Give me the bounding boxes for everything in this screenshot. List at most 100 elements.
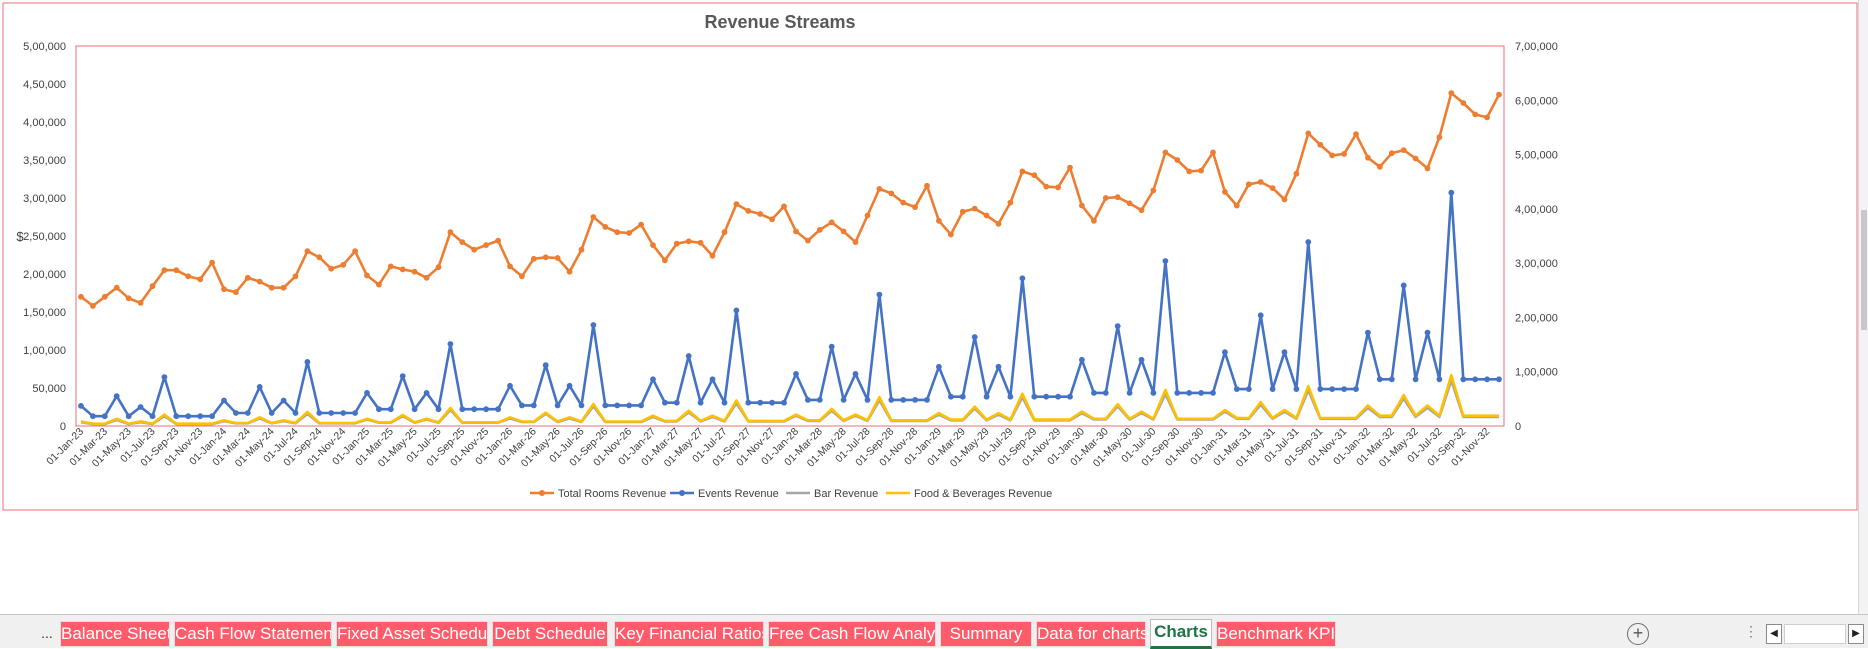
events-revenue-point (101, 413, 108, 420)
events-revenue-point (1472, 376, 1479, 383)
total-rooms-revenue-point (1365, 154, 1371, 161)
y-tick-label: 1,00,000 (23, 345, 66, 357)
total-rooms-revenue-point (1412, 155, 1419, 162)
events-revenue-point (387, 406, 394, 413)
y-tick-label: 2,00,000 (23, 269, 66, 281)
y2-tick-label: 3,00,000 (1515, 258, 1558, 270)
sheet-tab-cash-flow-statement[interactable]: Cash Flow Statement (174, 621, 332, 647)
total-rooms-revenue-point (1293, 170, 1300, 177)
events-revenue-point (542, 362, 549, 369)
total-rooms-revenue-point (1007, 199, 1014, 206)
total-rooms-revenue-point (995, 220, 1002, 227)
total-rooms-revenue-point (244, 274, 251, 281)
total-rooms-revenue-point (483, 242, 489, 249)
total-rooms-revenue-point (1341, 151, 1347, 157)
total-rooms-revenue-point (1245, 181, 1252, 188)
sheet-tab-balance-sheet[interactable]: Balance Sheet (60, 621, 170, 647)
scrollbar-track[interactable] (1784, 624, 1846, 644)
events-revenue-point (566, 382, 573, 389)
total-rooms-revenue-point (673, 240, 680, 247)
events-revenue-point (864, 397, 871, 403)
total-rooms-revenue-point (268, 284, 275, 291)
total-rooms-revenue-point (1031, 172, 1038, 179)
total-rooms-revenue-point (566, 268, 573, 275)
y-tick-label: 50,000 (32, 383, 66, 395)
events-revenue-point (1233, 386, 1240, 392)
events-revenue-point (578, 402, 585, 409)
total-rooms-revenue-point (709, 252, 716, 259)
chart-area[interactable]: Revenue Streams $ 0 50,000 1,00,000 1,50,00… (0, 0, 1868, 614)
total-rooms-revenue-point (1091, 217, 1097, 224)
tab-splitter-handle[interactable]: ⋮ (1744, 623, 1758, 639)
events-revenue-point (936, 363, 942, 370)
events-revenue-point (662, 399, 668, 406)
events-revenue-point (1150, 390, 1157, 396)
sheet-tab-summary[interactable]: Summary (940, 621, 1032, 647)
events-revenue-point (399, 373, 406, 379)
total-rooms-revenue-point (1186, 168, 1193, 175)
plot-area-border (75, 45, 1505, 427)
y-tick-label: 2,50,000 (23, 231, 66, 243)
events-revenue-point (1019, 275, 1026, 282)
events-revenue-point (1079, 356, 1085, 363)
total-rooms-revenue-point (399, 266, 406, 273)
total-rooms-revenue-point (1174, 157, 1181, 163)
events-revenue-point (507, 382, 513, 389)
events-revenue-point (233, 410, 239, 416)
sheet-tab-free-cash-flow-analysis[interactable]: Free Cash Flow Analysis (768, 621, 936, 647)
total-rooms-revenue-point (328, 265, 335, 272)
total-rooms-revenue-point (650, 242, 656, 249)
total-rooms-revenue-point (1138, 207, 1145, 214)
scroll-right-arrow-icon[interactable]: ▶ (1848, 624, 1864, 644)
total-rooms-revenue-point (1388, 150, 1395, 157)
revenue-streams-chart[interactable]: Revenue Streams $ 0 50,000 1,00,000 1,50,00… (0, 0, 1858, 614)
sheet-tab-charts[interactable]: Charts (1150, 619, 1212, 649)
total-rooms-revenue-point (1436, 134, 1443, 141)
sheet-tab-debt-schedule[interactable]: Debt Schedule (492, 621, 608, 647)
food-beverages-revenue-line (80, 373, 1499, 426)
total-rooms-revenue-point (1150, 187, 1157, 194)
sheet-tab-benchmark-kpis[interactable]: Benchmark KPIs (1216, 621, 1336, 647)
sheet-tab-fixed-asset-schedule[interactable]: Fixed Asset Schedule (336, 621, 488, 647)
events-revenue-point (721, 399, 728, 406)
total-rooms-revenue-point (1424, 165, 1431, 172)
total-rooms-revenue-point (209, 259, 216, 266)
total-rooms-revenue-point (1281, 196, 1288, 203)
tab-overflow-dots[interactable]: ... (41, 625, 53, 641)
legend-label: Food & Beverages Revenue (914, 488, 1052, 500)
total-rooms-revenue-point (888, 190, 895, 197)
events-revenue-point (1293, 386, 1300, 392)
events-revenue-point (1257, 312, 1264, 319)
chart-title: Revenue Streams (704, 12, 855, 32)
total-rooms-revenue-point (471, 246, 478, 253)
events-revenue-point (1162, 258, 1169, 264)
events-revenue-point (483, 406, 489, 413)
total-rooms-revenue-point (1472, 111, 1479, 118)
sheet-tab-bar: ... Balance Sheet Cash Flow Statement Fixe… (0, 614, 1868, 649)
horizontal-scrollbar[interactable]: ◀ ▶ (1766, 624, 1866, 644)
events-revenue-point (924, 397, 930, 403)
total-rooms-revenue-point (900, 199, 907, 206)
total-rooms-revenue-point (1079, 202, 1085, 209)
sheet-tab-data-for-charts[interactable]: Data for charts (1036, 621, 1146, 647)
total-rooms-revenue-point (221, 286, 227, 293)
scrollbar-thumb[interactable] (1861, 210, 1867, 330)
total-rooms-revenue-point (185, 273, 192, 280)
events-revenue-point (1186, 390, 1193, 396)
events-revenue-point (328, 410, 335, 416)
sheet-tab-key-financial-ratios[interactable]: Key Financial Ratios (614, 621, 764, 647)
add-sheet-button[interactable]: + (1627, 623, 1649, 645)
events-revenue-point (1424, 329, 1431, 336)
events-revenue-point (805, 397, 811, 403)
events-revenue-point (268, 410, 275, 416)
events-revenue-point (209, 413, 216, 420)
events-revenue-point (352, 410, 358, 416)
total-rooms-revenue-point (590, 214, 597, 220)
vertical-scrollbar[interactable] (1858, 0, 1868, 614)
total-rooms-revenue-point (948, 231, 954, 238)
events-revenue-point (495, 406, 501, 413)
events-revenue-point (828, 343, 835, 350)
events-revenue-point (959, 393, 966, 400)
scroll-left-arrow-icon[interactable]: ◀ (1766, 624, 1782, 644)
total-rooms-revenue-point (1376, 163, 1383, 170)
